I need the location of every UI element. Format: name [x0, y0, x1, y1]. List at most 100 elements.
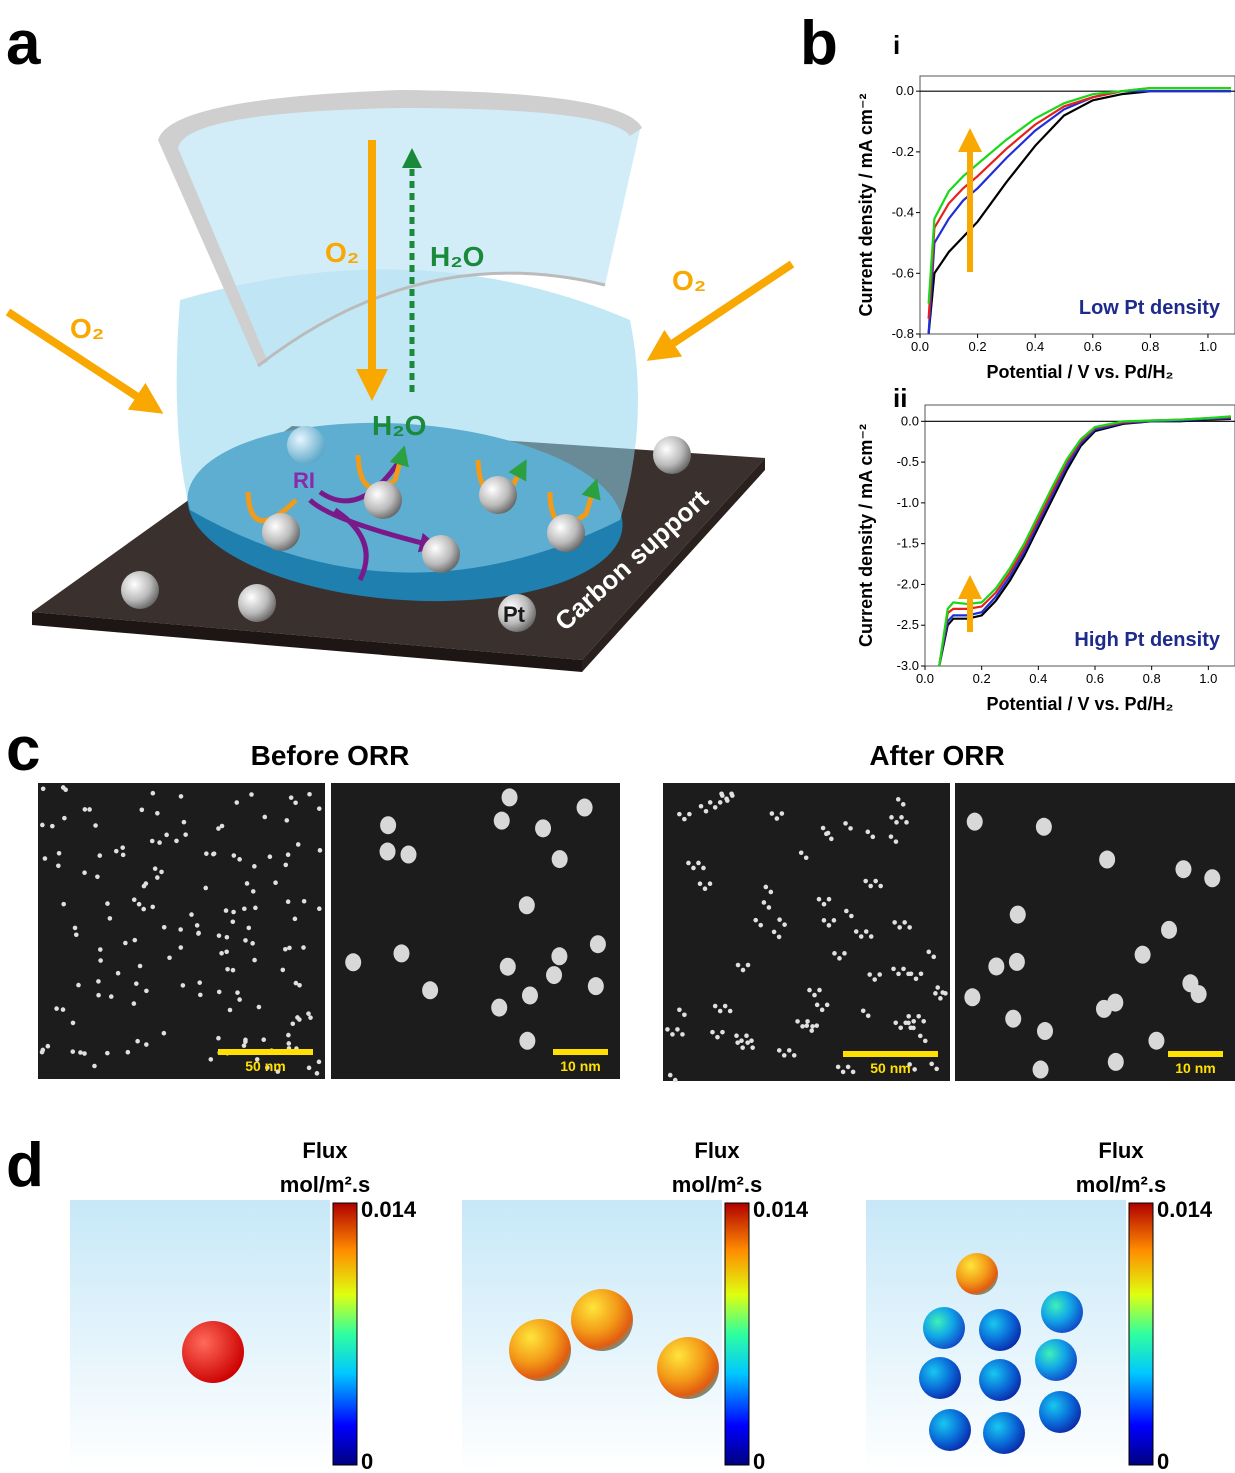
- particle: [126, 1050, 131, 1055]
- particle: [162, 1031, 167, 1036]
- scale-bar: [1168, 1051, 1223, 1057]
- particle: [827, 923, 832, 928]
- particle: [491, 999, 507, 1017]
- scale-label: 10 nm: [1175, 1060, 1215, 1076]
- particle: [914, 976, 919, 981]
- sphere: [956, 1253, 998, 1295]
- particle: [846, 1065, 851, 1070]
- particle: [682, 1012, 687, 1017]
- particle: [393, 944, 409, 962]
- y-tick-label: -1.0: [897, 495, 919, 510]
- particle: [782, 1053, 787, 1058]
- sphere: [923, 1307, 965, 1349]
- particle: [901, 802, 906, 807]
- colorbar: [1129, 1203, 1153, 1465]
- panel-title: After ORR: [869, 740, 1004, 771]
- particle: [162, 925, 167, 930]
- particle: [237, 857, 242, 862]
- particle: [50, 824, 55, 829]
- particle: [817, 988, 822, 993]
- particle: [728, 1009, 733, 1014]
- particle: [301, 945, 306, 950]
- particle: [283, 863, 288, 868]
- particle: [677, 812, 682, 817]
- particle: [940, 990, 945, 995]
- particle: [120, 845, 125, 850]
- particle: [836, 1065, 841, 1070]
- particle: [1036, 818, 1052, 836]
- scale-bar: [218, 1049, 313, 1055]
- particle: [1204, 869, 1220, 887]
- particle: [894, 839, 899, 844]
- panel-label: a: [6, 9, 41, 78]
- sphere: [1039, 1391, 1081, 1433]
- particle: [723, 1004, 728, 1009]
- particle: [494, 812, 510, 830]
- annotation: High Pt density: [1074, 629, 1220, 651]
- particle: [800, 1024, 805, 1029]
- particle: [893, 1020, 898, 1025]
- particle: [232, 853, 237, 858]
- particle: [873, 879, 878, 884]
- particle: [535, 819, 551, 837]
- particle: [318, 848, 323, 853]
- particle: [863, 879, 868, 884]
- particle: [696, 861, 701, 866]
- particle: [670, 1032, 675, 1037]
- particle: [792, 1053, 797, 1058]
- x-tick-label: 0.4: [1029, 671, 1047, 686]
- particle: [746, 963, 751, 968]
- particle: [889, 834, 894, 839]
- particle: [814, 1023, 819, 1028]
- particle: [911, 1026, 916, 1031]
- x-tick-label: 0.6: [1084, 339, 1102, 354]
- label: O₂: [70, 313, 104, 344]
- particle: [70, 1049, 75, 1054]
- particle: [772, 930, 777, 935]
- x-tick-label: 0.6: [1086, 671, 1104, 686]
- particle: [317, 806, 322, 811]
- panel-title: Before ORR: [251, 740, 410, 771]
- particle: [698, 881, 703, 886]
- data-line: [929, 88, 1231, 319]
- particle: [673, 1078, 678, 1083]
- particle: [590, 935, 606, 953]
- colorbar-label: 0: [753, 1449, 765, 1473]
- particle: [805, 1019, 810, 1024]
- particle: [273, 880, 278, 885]
- x-tick-label: 0.0: [911, 339, 929, 354]
- particle: [675, 1027, 680, 1032]
- micrograph: [955, 783, 1235, 1081]
- particle: [552, 850, 568, 868]
- particle: [686, 861, 691, 866]
- colorbar-label: 0: [361, 1449, 373, 1473]
- particle: [41, 786, 46, 791]
- particle: [76, 983, 81, 988]
- particle: [179, 794, 184, 799]
- particle: [62, 816, 67, 821]
- particle: [252, 958, 257, 963]
- colorbar-label: 0.014: [753, 1197, 809, 1222]
- particle: [317, 1060, 322, 1065]
- particle: [804, 855, 809, 860]
- y-axis-label: Current density / mA cm⁻²: [856, 94, 876, 317]
- particle: [198, 993, 203, 998]
- particle: [715, 1035, 720, 1040]
- sphere: [1041, 1291, 1083, 1333]
- sphere: [983, 1412, 1025, 1454]
- particle: [286, 852, 291, 857]
- particle: [892, 920, 897, 925]
- particle: [132, 938, 137, 943]
- colorbar-title: Flux: [302, 1138, 348, 1163]
- particle: [899, 815, 904, 820]
- particle: [691, 866, 696, 871]
- particle: [931, 955, 936, 960]
- x-tick-label: 1.0: [1199, 339, 1217, 354]
- particle: [926, 950, 931, 955]
- particle: [105, 1051, 110, 1056]
- particle: [799, 850, 804, 855]
- particle: [767, 905, 772, 910]
- particle: [1135, 946, 1151, 964]
- particle: [150, 905, 155, 910]
- particle: [251, 889, 256, 894]
